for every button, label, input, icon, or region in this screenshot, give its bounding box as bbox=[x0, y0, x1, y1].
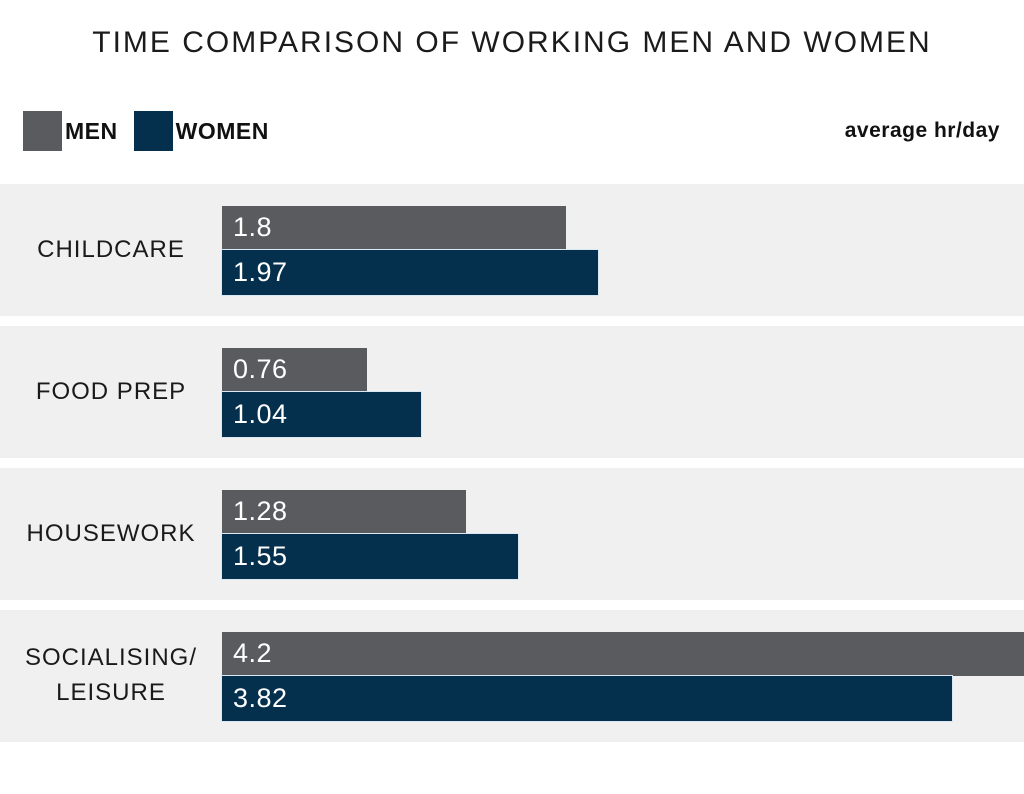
legend-row: MEN WOMEN average hr/day bbox=[0, 110, 1024, 152]
women-value-label: 3.82 bbox=[233, 682, 288, 713]
category-row: SOCIALISING/ LEISURE 4.2 3.82 bbox=[0, 610, 1024, 742]
category-row: FOOD PREP 0.76 1.04 bbox=[0, 326, 1024, 458]
unit-label: average hr/day bbox=[844, 119, 1000, 142]
women-value-label: 1.04 bbox=[233, 398, 288, 429]
chart-title: TIME COMPARISON OF WORKING MEN AND WOMEN bbox=[92, 26, 932, 59]
men-bar: 1.28 bbox=[222, 489, 467, 534]
women-bar: 1.97 bbox=[220, 248, 600, 296]
category-row: HOUSEWORK 1.28 1.55 bbox=[0, 468, 1024, 600]
women-value-label: 1.97 bbox=[233, 256, 288, 287]
men-bar: 4.2 bbox=[222, 631, 1024, 676]
women-bar: 3.82 bbox=[221, 674, 953, 722]
men-value-label: 4.2 bbox=[233, 638, 273, 668]
legend-men-label: MEN bbox=[65, 117, 118, 144]
bar-group: 1.28 1.55 bbox=[220, 489, 1024, 580]
legend-women-swatch bbox=[133, 111, 173, 151]
chart-rows: CHILDCARE 1.8 1.97 FOOD PREP 0.76 1.04 H… bbox=[0, 184, 1024, 742]
category-label: FOOD PREP bbox=[35, 377, 187, 405]
men-value-label: 1.28 bbox=[233, 496, 288, 526]
men-value-label: 1.8 bbox=[233, 212, 273, 242]
legend: MEN WOMEN bbox=[23, 111, 269, 151]
legend-men-swatch bbox=[23, 111, 62, 151]
bar-group: 1.8 1.97 bbox=[220, 205, 1024, 296]
women-bar: 1.55 bbox=[220, 532, 520, 580]
men-bar: 0.76 bbox=[222, 347, 368, 392]
category-label: HOUSEWORK bbox=[26, 519, 196, 547]
women-bar: 1.04 bbox=[221, 390, 422, 438]
category-label: SOCIALISING/ LEISURE bbox=[24, 644, 198, 706]
category-row: CHILDCARE 1.8 1.97 bbox=[0, 184, 1024, 316]
bar-group: 4.2 3.82 bbox=[221, 631, 1024, 722]
category-label: CHILDCARE bbox=[37, 235, 185, 263]
bar-group: 0.76 1.04 bbox=[221, 347, 1024, 438]
men-value-label: 0.76 bbox=[233, 354, 288, 384]
legend-women-label: WOMEN bbox=[175, 117, 269, 144]
women-value-label: 1.55 bbox=[233, 540, 288, 571]
men-bar: 1.8 bbox=[222, 205, 566, 250]
